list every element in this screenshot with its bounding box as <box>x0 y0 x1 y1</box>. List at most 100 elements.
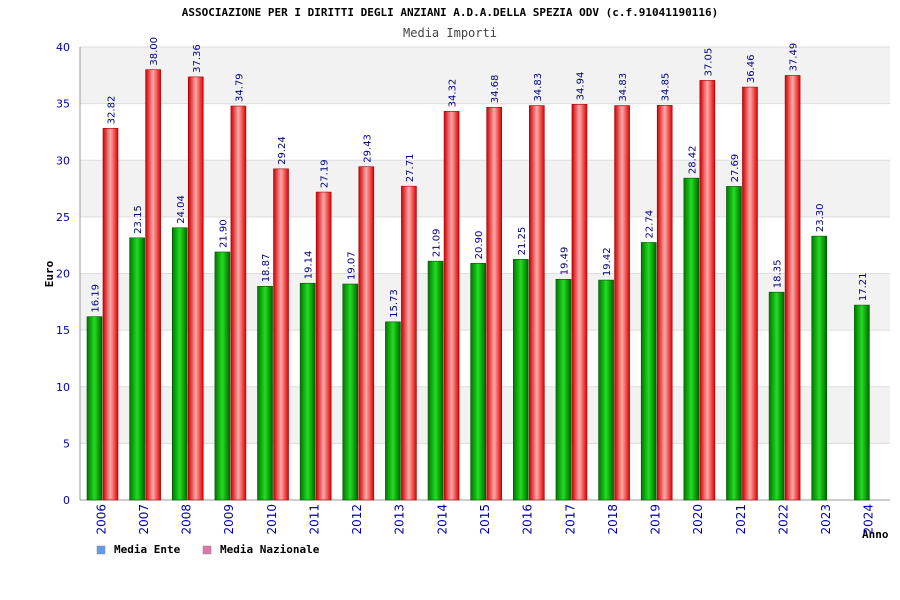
y-tick-label: 5 <box>63 437 70 450</box>
bar-media-nazionale <box>230 105 247 501</box>
data-label: 37.05 <box>703 48 714 77</box>
bar-media-ente <box>555 278 572 501</box>
bar-media-ente <box>342 283 359 501</box>
legend-swatch-media-ente <box>96 545 106 555</box>
data-label: 34.68 <box>490 75 501 104</box>
y-tick-label: 0 <box>63 494 70 507</box>
x-tick-label: 2016 <box>521 504 535 535</box>
data-label: 38.00 <box>149 37 160 66</box>
bar-media-ente <box>86 316 103 501</box>
data-label: 20.90 <box>474 231 485 260</box>
data-label: 15.73 <box>389 289 400 318</box>
bar-media-ente <box>129 237 145 501</box>
x-tick-label: 2022 <box>776 504 790 535</box>
x-tick-label: 2017 <box>563 504 577 535</box>
y-tick-label: 15 <box>56 324 70 337</box>
bars: 16.19 32.82 23.15 38.00 24.04 37.36 21.90 34.79… <box>86 37 870 501</box>
bar-media-ente <box>726 186 742 501</box>
data-label: 17.21 <box>858 272 869 301</box>
bar-media-ente <box>768 291 785 501</box>
bar-media-ente <box>640 242 657 501</box>
legend-swatch-media-nazionale <box>202 545 212 555</box>
data-label: 19.14 <box>304 251 315 280</box>
x-tick-label: 2018 <box>606 504 620 535</box>
data-label: 34.32 <box>448 79 459 108</box>
y-tick-label: 30 <box>56 154 70 167</box>
bar-media-ente <box>683 177 700 501</box>
bar-media-nazionale <box>571 104 588 501</box>
data-label: 23.15 <box>133 205 144 234</box>
legend-label-media-nazionale: Media Nazionale <box>220 543 320 556</box>
x-tick-label: 2021 <box>734 504 748 535</box>
y-tick-label: 25 <box>56 211 70 224</box>
data-label: 28.42 <box>687 146 698 175</box>
data-label: 19.49 <box>559 247 570 276</box>
bar-media-ente <box>854 304 870 501</box>
bar-media-ente <box>385 321 401 501</box>
x-tick-label: 2019 <box>649 504 663 535</box>
data-label: 24.04 <box>176 195 187 224</box>
data-label: 37.36 <box>192 44 203 73</box>
bar-media-nazionale <box>273 168 289 501</box>
x-tick-label: 2008 <box>180 504 194 535</box>
bar-media-ente <box>299 282 316 501</box>
x-tick-label: 2006 <box>94 504 108 535</box>
y-axis: 0 5 10 15 20 25 30 35 40 <box>56 41 70 507</box>
y-axis-label: Euro <box>43 260 56 287</box>
bar-media-nazionale <box>614 105 630 501</box>
x-tick-label: 2010 <box>265 504 279 535</box>
data-label: 27.69 <box>730 154 741 183</box>
x-axis: 2006 2007 2008 2009 2010 2011 2012 2013 2014 2015… <box>94 504 875 535</box>
data-label: 18.35 <box>773 260 784 289</box>
data-label: 37.49 <box>789 43 800 72</box>
data-label: 22.74 <box>645 210 656 239</box>
bar-media-nazionale <box>486 106 502 501</box>
bar-media-ente <box>171 227 188 501</box>
data-label: 16.19 <box>91 284 102 313</box>
x-tick-label: 2023 <box>819 504 833 535</box>
bar-media-nazionale <box>443 111 460 501</box>
data-label: 21.09 <box>432 229 443 258</box>
data-label: 19.07 <box>346 251 357 280</box>
x-tick-label: 2009 <box>222 504 236 535</box>
bar-media-nazionale <box>187 76 204 501</box>
bar-media-nazionale <box>145 69 161 501</box>
bar-media-nazionale <box>656 105 673 501</box>
data-label: 29.43 <box>362 134 373 163</box>
x-tick-label: 2014 <box>435 504 449 535</box>
bar-media-ente <box>811 235 828 501</box>
bar-media-nazionale <box>401 185 417 501</box>
data-label: 34.79 <box>234 73 245 102</box>
bar-media-ente <box>257 285 273 501</box>
data-label: 18.87 <box>261 254 272 283</box>
bar-media-nazionale <box>784 75 801 501</box>
bar-media-ente <box>598 279 614 501</box>
data-label: 21.25 <box>517 227 528 256</box>
data-label: 34.94 <box>575 72 586 101</box>
data-label: 19.42 <box>602 247 613 276</box>
x-tick-label: 2011 <box>307 504 321 535</box>
legend-label-media-ente: Media Ente <box>114 543 181 556</box>
x-tick-label: 2012 <box>350 504 364 535</box>
legend: Media Ente Media Nazionale <box>96 543 320 556</box>
data-label: 27.19 <box>320 159 331 188</box>
x-tick-label: 2007 <box>137 504 151 535</box>
x-tick-label: 2024 <box>862 504 876 535</box>
data-label: 34.85 <box>661 73 672 102</box>
data-label: 27.71 <box>405 154 416 183</box>
data-label: 32.82 <box>107 96 118 125</box>
chart-subtitle: Media Importi <box>403 26 497 40</box>
data-label: 34.83 <box>533 73 544 102</box>
bar-media-ente <box>470 263 486 501</box>
bar-media-ente <box>427 260 444 501</box>
data-label: 29.24 <box>277 136 288 165</box>
x-tick-label: 2015 <box>478 504 492 535</box>
y-tick-label: 20 <box>56 268 70 281</box>
bar-media-ente <box>214 251 231 501</box>
x-axis-label: Anno <box>862 528 889 541</box>
y-tick-label: 10 <box>56 381 70 394</box>
bar-media-nazionale <box>529 105 545 501</box>
data-label: 21.90 <box>218 219 229 248</box>
x-tick-label: 2013 <box>393 504 407 535</box>
